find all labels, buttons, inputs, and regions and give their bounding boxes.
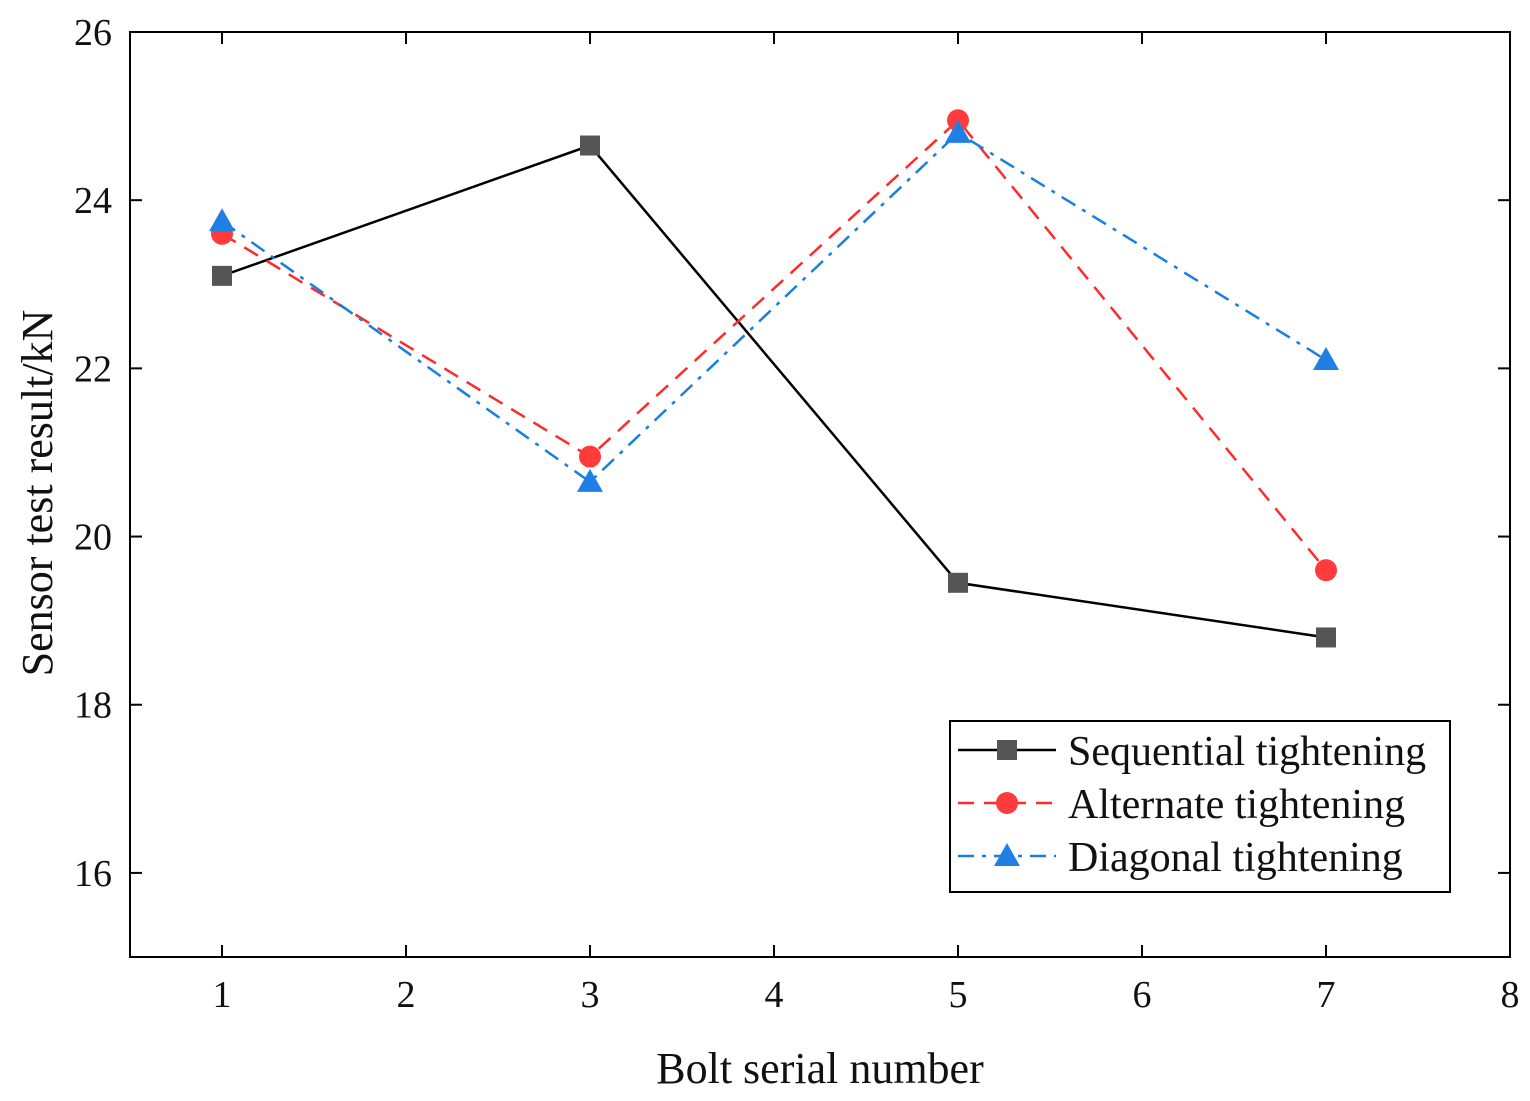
data-point-2-4 — [1315, 559, 1337, 582]
axis-ticks — [130, 31, 1511, 957]
x-tick-label: 1 — [213, 974, 232, 1016]
legend-marker-2 — [996, 792, 1018, 814]
series-3 — [209, 119, 1339, 492]
plot-frame — [129, 31, 1511, 958]
x-tick-label: 2 — [397, 974, 416, 1016]
legend-label-diagonal: Diagonal tightening — [1068, 835, 1403, 881]
series-line-3 — [221, 131, 1327, 484]
data-point-1-2 — [580, 135, 600, 156]
x-tick-label: 8 — [1501, 974, 1520, 1016]
series-line-1 — [221, 144, 1327, 639]
series-line-2 — [221, 118, 1327, 571]
series-2 — [211, 109, 1337, 582]
data-point-1-4 — [1316, 627, 1336, 648]
x-axis-title: Bolt serial number — [656, 1044, 984, 1093]
data-point-1-1 — [212, 265, 232, 286]
legend-label-alternate: Alternate tightening — [1068, 782, 1405, 828]
data-point-3-2 — [577, 468, 603, 492]
y-tick-label: 22 — [74, 348, 112, 390]
y-tick-label: 24 — [74, 180, 112, 222]
data-point-1-3 — [948, 572, 968, 593]
legend: Sequential tightening Alternate tighteni… — [949, 720, 1451, 893]
data-point-2-2 — [579, 445, 601, 468]
data-point-3-3 — [945, 119, 971, 143]
legend-label-sequential: Sequential tightening — [1068, 729, 1426, 775]
tick-labels: 1 2 3 4 5 6 7 8 16 18 20 22 24 26 — [74, 12, 1520, 1016]
x-tick-label: 4 — [765, 974, 784, 1016]
x-tick-label: 3 — [581, 974, 600, 1016]
series-layer — [209, 109, 1339, 648]
y-tick-label: 20 — [74, 517, 112, 559]
y-tick-label: 18 — [74, 685, 112, 727]
y-tick-label: 26 — [74, 12, 112, 54]
y-axis-title: Sensor test result/kN — [13, 310, 62, 677]
series-1 — [212, 135, 1336, 648]
plot-border — [129, 31, 1511, 958]
data-point-3-1 — [209, 208, 235, 232]
legend-marker-3 — [994, 843, 1020, 866]
y-tick-label: 16 — [74, 853, 112, 895]
x-tick-label: 6 — [1133, 974, 1152, 1016]
x-tick-label: 7 — [1317, 974, 1336, 1016]
data-point-3-4 — [1313, 346, 1339, 370]
legend-marker-1 — [997, 740, 1017, 760]
x-tick-label: 5 — [949, 974, 968, 1016]
